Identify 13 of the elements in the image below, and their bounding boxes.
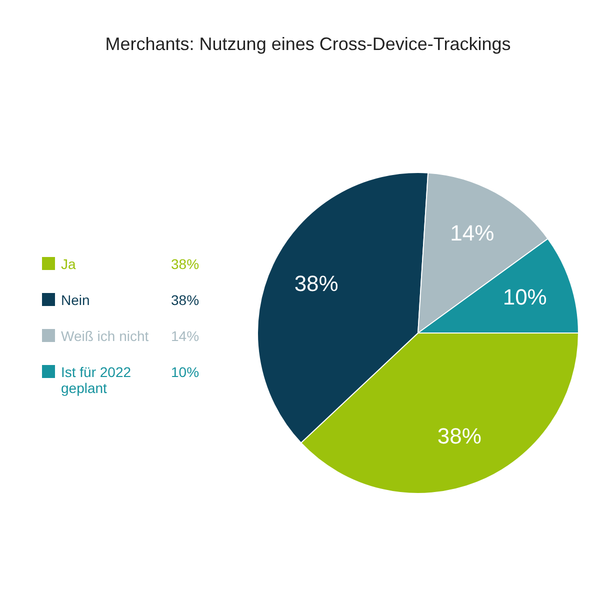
legend-label: Weiß ich nicht [61,328,150,344]
data-label: 14% [450,220,494,246]
data-label: 10% [502,284,547,310]
data-label: 38% [294,271,338,296]
text: 38% [171,256,200,272]
chart-title: Merchants: Nutzung eines Cross-Device-Trackings [104,34,512,55]
legend-label: Ist für 2022 geplant [61,364,132,396]
legend-label: Nein [61,292,91,308]
text: 38% [171,292,200,308]
data-label: 38% [437,424,482,449]
text: 14% [171,328,200,344]
legend-label: Ja [61,256,77,272]
text: 10% [171,364,200,380]
